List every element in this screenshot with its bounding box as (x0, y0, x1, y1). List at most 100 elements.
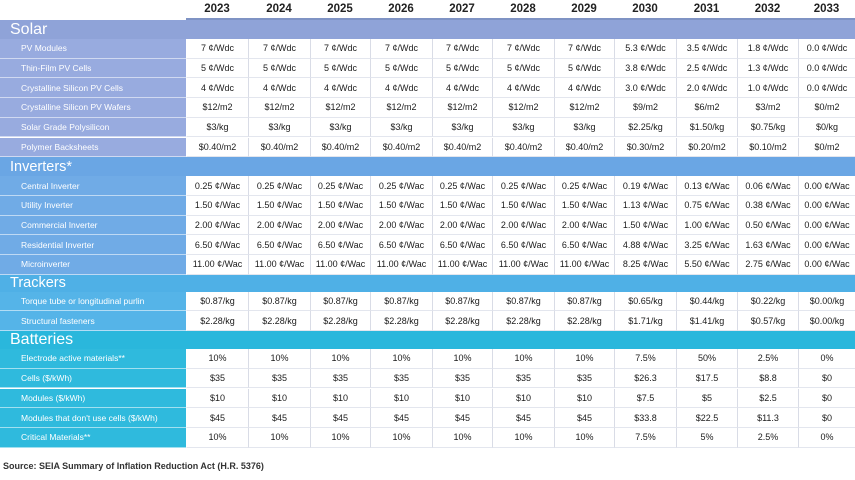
table-cell: 0.00 ¢/Wac (798, 215, 855, 236)
table-cell: $0 (798, 388, 855, 409)
table-cell: $0.40/m2 (248, 137, 310, 158)
section-fill (614, 331, 676, 349)
table-cell: 4.88 ¢/Wac (614, 235, 676, 255)
row-label: Commercial Inverter (0, 215, 186, 236)
table-cell: 0.75 ¢/Wac (676, 195, 737, 216)
table-cell: 2.5% (737, 349, 798, 369)
table-cell: 6.50 ¢/Wac (310, 235, 370, 255)
section-fill (186, 157, 248, 176)
row-label: Torque tube or longitudinal purlin (0, 291, 186, 312)
table-cell: 8.25 ¢/Wac (614, 255, 676, 275)
table-cell: 2.00 ¢/Wac (432, 215, 492, 236)
table-row: Crystalline Silicon PV Wafers $12/m2 $12/m… (0, 98, 855, 118)
section-header: Batteries (0, 331, 855, 350)
section-fill (432, 331, 492, 349)
section-fill (798, 275, 855, 292)
table-cell: $45 (370, 408, 432, 428)
table-cell: $0.40/m2 (186, 137, 248, 158)
table-cell: 2.00 ¢/Wac (492, 215, 554, 236)
table-cell: 5 ¢/Wdc (432, 58, 492, 79)
section-header: Solar (0, 20, 855, 39)
table-cell: $0.87/kg (492, 291, 554, 312)
section-fill (186, 331, 248, 349)
table-cell: $12/m2 (310, 98, 370, 118)
table-cell: $7.5 (614, 388, 676, 409)
section-fill (492, 20, 554, 39)
table-cell: $35 (554, 368, 614, 389)
table-cell: $2.28/kg (186, 311, 248, 332)
section-title: Inverters* (10, 158, 73, 175)
table-cell: $0.87/kg (310, 291, 370, 312)
section-fill (798, 331, 855, 349)
row-label: Crystalline Silicon PV Cells (0, 78, 186, 99)
table-cell: 10% (370, 427, 432, 448)
row-label: Solar Grade Polysilicon (0, 117, 186, 138)
section-title: Batteries (10, 331, 74, 349)
table-cell: 11.00 ¢/Wac (248, 255, 310, 275)
header-corner (0, 0, 186, 20)
table-row: Residential Inverter 6.50 ¢/Wac 6.50 ¢/Wac… (0, 235, 855, 255)
section-fill (554, 275, 614, 292)
table-cell: 1.50 ¢/Wac (248, 195, 310, 216)
table-cell: $10 (248, 388, 310, 409)
table-cell: 0.00 ¢/Wac (798, 255, 855, 275)
table-cell: 7 ¢/Wdc (432, 39, 492, 59)
table-cell: 0.25 ¢/Wac (186, 176, 248, 196)
section-fill (676, 157, 737, 176)
table-cell: 4 ¢/Wdc (492, 78, 554, 99)
table-cell: 2.75 ¢/Wac (737, 255, 798, 275)
table-cell: $12/m2 (554, 98, 614, 118)
year-header: 2026 (370, 0, 432, 20)
section-fill (186, 20, 248, 39)
table-cell: $0.75/kg (737, 117, 798, 138)
table-cell: 2.00 ¢/Wac (248, 215, 310, 236)
section-fill (798, 20, 855, 39)
table-cell: $10 (554, 388, 614, 409)
table-cell: 11.00 ¢/Wac (492, 255, 554, 275)
table-cell: $0.00/kg (798, 291, 855, 312)
table-cell: $0/kg (798, 117, 855, 138)
table-cell: $2.28/kg (310, 311, 370, 332)
table-cell: 10% (186, 349, 248, 369)
table-row: Central Inverter 0.25 ¢/Wac 0.25 ¢/Wac 0.25… (0, 176, 855, 196)
table-cell: 6.50 ¢/Wac (186, 235, 248, 255)
table-cell: 1.13 ¢/Wac (614, 195, 676, 216)
table-cell: $3/kg (248, 117, 310, 138)
table-cell: 1.50 ¢/Wac (370, 195, 432, 216)
table-cell: $45 (310, 408, 370, 428)
section-fill (248, 331, 310, 349)
section-fill (676, 331, 737, 349)
table-cell: $3/kg (186, 117, 248, 138)
table-cell: 4 ¢/Wdc (310, 78, 370, 99)
table-cell: 2.5 ¢/Wdc (676, 58, 737, 79)
table-cell: 0.00 ¢/Wac (798, 195, 855, 216)
table-cell: 0.25 ¢/Wac (554, 176, 614, 196)
row-label: Polymer Backsheets (0, 137, 186, 158)
table-cell: $3/kg (492, 117, 554, 138)
table-cell: 7 ¢/Wdc (492, 39, 554, 59)
section-fill (370, 275, 432, 292)
table-cell: 4 ¢/Wdc (432, 78, 492, 99)
table-cell: $0.65/kg (614, 291, 676, 312)
source-note: Source: SEIA Summary of Inflation Reduct… (3, 461, 264, 471)
table-cell: $45 (186, 408, 248, 428)
table-cell: 7 ¢/Wdc (370, 39, 432, 59)
table-cell: 5.50 ¢/Wac (676, 255, 737, 275)
table-cell: 4 ¢/Wdc (370, 78, 432, 99)
table-cell: 10% (492, 427, 554, 448)
table-row: Thin-Film PV Cells 5 ¢/Wdc 5 ¢/Wdc 5 ¢/Wdc 5… (0, 58, 855, 79)
table-cell: $2.28/kg (432, 311, 492, 332)
table-cell: $11.3 (737, 408, 798, 428)
section-fill (614, 157, 676, 176)
table-row: Critical Materials** 10% 10% 10% 10% 10% 10% 10… (0, 427, 855, 448)
table-cell: $12/m2 (370, 98, 432, 118)
year-header: 2025 (310, 0, 370, 20)
table-cell: 6.50 ¢/Wac (432, 235, 492, 255)
row-label: Critical Materials** (0, 427, 186, 448)
table-cell: 2.0 ¢/Wdc (676, 78, 737, 99)
table-cell: $0 (798, 368, 855, 389)
table-cell: 3.25 ¢/Wac (676, 235, 737, 255)
table-cell: $2.28/kg (492, 311, 554, 332)
table-cell: $6/m2 (676, 98, 737, 118)
table-cell: $0.40/m2 (492, 137, 554, 158)
